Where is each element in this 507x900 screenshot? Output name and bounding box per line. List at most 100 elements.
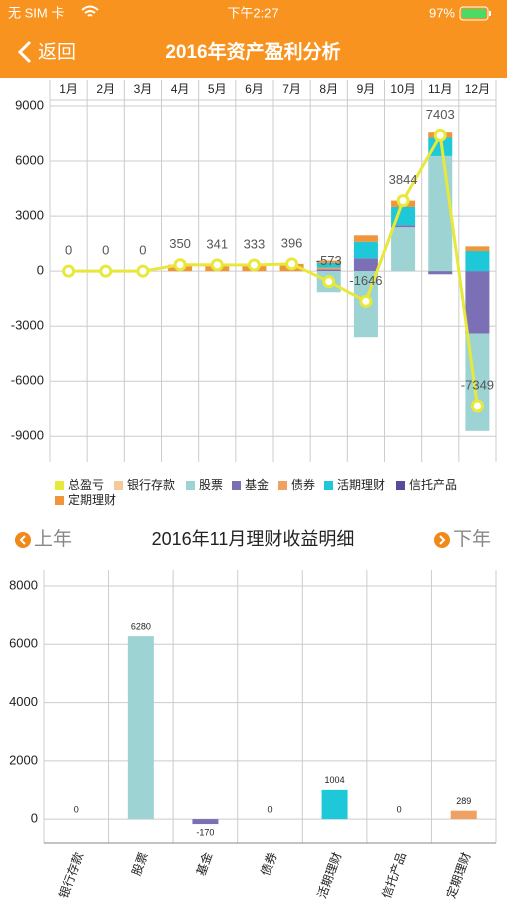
month-label: 6月 [245,82,264,96]
value-label: 0 [267,804,272,814]
total-label: 396 [281,235,303,250]
x-tick-label: 活期理财 [315,850,345,900]
total-label: 0 [139,243,146,258]
prev-arrow[interactable] [19,535,26,545]
total-point [433,128,447,142]
month-label: 9月 [357,82,376,96]
bar-segment [465,250,490,272]
bar-segment [353,241,378,259]
next-arrow[interactable] [439,535,446,545]
value-label: 0 [74,804,79,814]
next-label[interactable]: 下年 [453,528,491,550]
total-label: 3844 [389,172,418,187]
month-label: 11月 [428,82,452,96]
bar [450,810,477,820]
month-label: 4月 [171,82,190,96]
legend-swatch [55,496,64,505]
legend-label: 债券 [291,477,315,492]
total-point [247,258,261,272]
bar-segment [316,262,341,268]
month-label: 12月 [465,82,490,96]
bar-segment [316,267,341,270]
prev-label[interactable]: 上年 [34,528,72,550]
total-label: -7349 [461,377,494,392]
legend-label: 活期理财 [337,478,385,492]
month-label: 2月 [96,82,115,96]
bar-segment [391,225,416,228]
back-button[interactable]: 返回 [17,40,76,64]
total-point [210,258,224,272]
month-label: 1月 [59,82,78,96]
legend-label: 银行存款 [127,478,175,492]
legend-label: 股票 [199,478,223,492]
y-tick-label: 6000 [9,636,38,651]
total-point [322,275,336,289]
legend-swatch [55,481,64,490]
total-point [99,264,113,278]
battery-icon [459,6,489,21]
bar-segment [465,246,490,251]
total-point [173,258,187,272]
legend-swatch [278,481,287,490]
next-icon[interactable] [434,532,450,548]
y-tick-label: -3000 [11,318,44,333]
battery-tip [489,11,491,16]
total-label: 0 [102,243,109,258]
y-tick-label: -6000 [11,373,44,388]
bar-segment [353,235,378,242]
carrier: 无 SIM 卡 [8,5,64,20]
legend-label: 信托产品 [409,478,457,492]
total-label: -573 [316,253,342,268]
y-tick-label: 8000 [9,577,38,592]
next-year[interactable]: 下年 [434,528,491,550]
y-tick-label: 2000 [9,752,38,767]
total-point [285,257,299,271]
value-label: 289 [456,796,471,806]
total-point [470,399,484,413]
total-point [396,194,410,208]
legend-swatch [186,481,195,490]
month-label: 8月 [319,82,338,96]
total-label: 0 [65,243,72,258]
wifi-icon [81,5,99,17]
total-point [62,264,76,278]
total-point [359,294,373,308]
header-bg [0,0,507,78]
y-tick-label: 0 [31,811,38,826]
bar-segment [428,155,453,272]
back-label[interactable]: 返回 [38,41,76,63]
prev-year[interactable]: 上年 [15,528,72,550]
battery-fill [462,9,486,18]
bar-segment [353,258,378,272]
x-tick-label: 银行存款 [57,850,87,900]
detail-title: 2016年11月理财收益明细 [152,529,355,549]
legend-swatch [114,481,123,490]
back-icon[interactable] [17,40,32,64]
x-tick-label: 定期理财 [443,850,474,900]
value-label: -170 [196,827,214,837]
total-label: -1646 [349,273,382,288]
y-tick-label: 0 [37,263,44,278]
value-label: 6280 [131,622,151,632]
value-label: 0 [397,804,402,814]
month-label: 3月 [134,82,153,96]
x-tick-label: 基金 [193,850,215,878]
y-tick-label: 3000 [15,208,44,223]
y-tick-label: 4000 [9,694,38,709]
month-label: 10月 [390,82,415,96]
legend-swatch [396,481,405,490]
month-label: 7月 [282,82,301,96]
bar-segment [428,137,453,156]
clock: 下午2:27 [227,5,278,20]
bar-segment [465,271,490,334]
bar [127,636,154,820]
month-label: 5月 [208,82,227,96]
prev-icon[interactable] [15,532,31,548]
legend-label: 定期理财 [68,492,116,507]
legend-label: 基金 [245,477,269,492]
total-label: 333 [244,236,266,251]
y-tick-label: -9000 [11,428,44,443]
value-label: 1004 [325,775,345,785]
bar-segment [391,227,416,272]
